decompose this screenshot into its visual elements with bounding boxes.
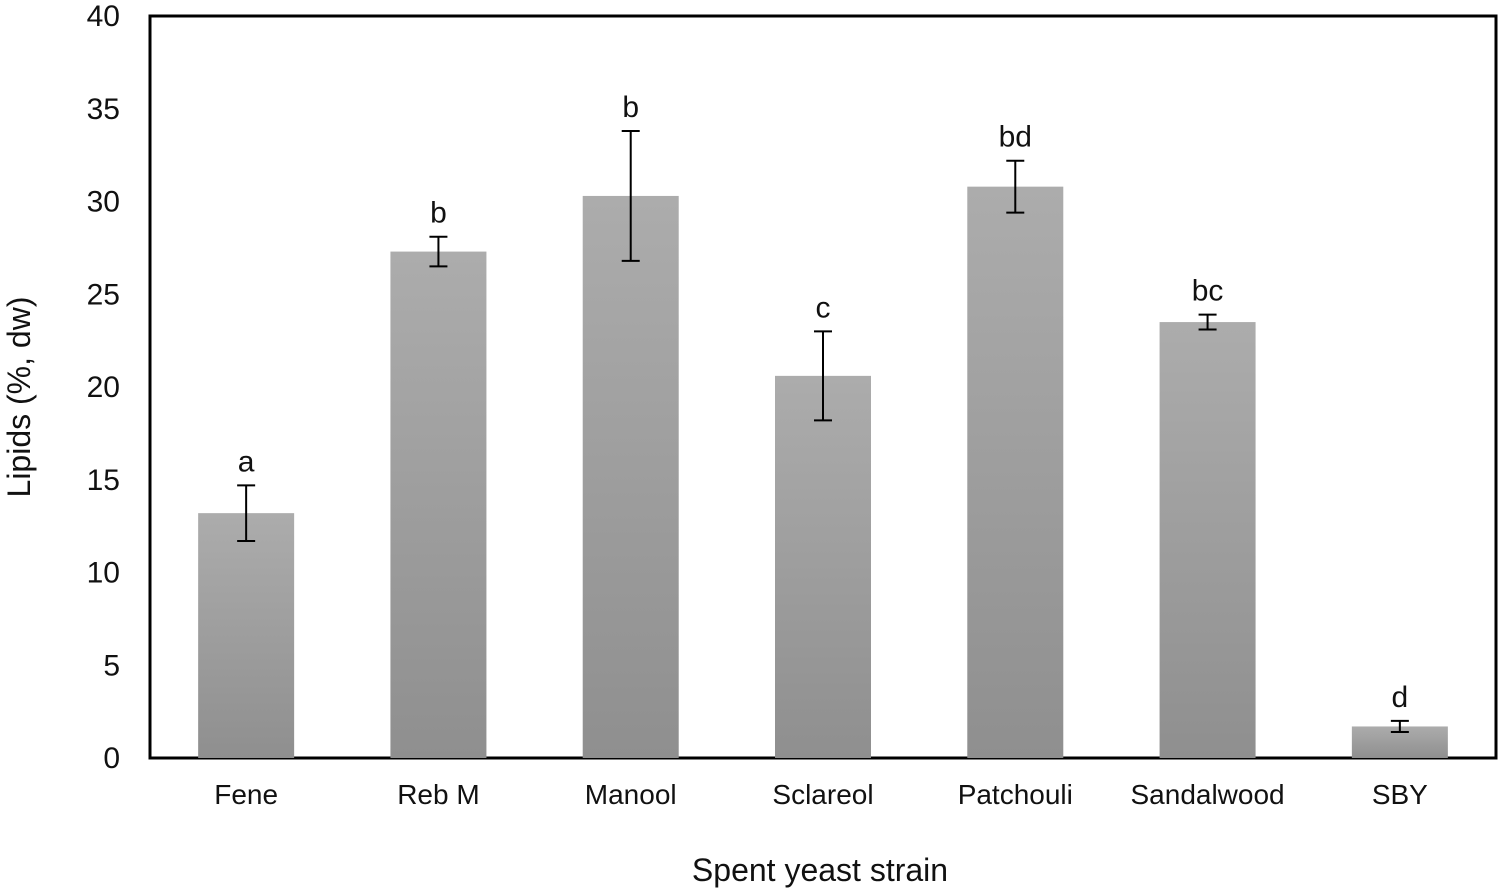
- significance-label: c: [816, 291, 831, 324]
- significance-label: a: [238, 445, 255, 478]
- y-tick-label: 35: [87, 93, 120, 126]
- significance-label: d: [1392, 681, 1409, 714]
- bar-reb-m: [390, 251, 487, 758]
- significance-label: bd: [999, 121, 1032, 154]
- bar-sandalwood: [1159, 322, 1256, 758]
- y-axis-ticks: 0 5 10 15 20 25 30 35 40: [87, 0, 120, 775]
- bars-group: [198, 186, 1448, 758]
- y-tick-label: 20: [87, 371, 120, 404]
- y-tick-label: 25: [87, 278, 120, 311]
- y-tick-label: 10: [87, 557, 120, 590]
- y-tick-label: 5: [103, 649, 120, 682]
- y-tick-label: 15: [87, 464, 120, 497]
- x-axis-title: Spent yeast strain: [692, 852, 948, 888]
- y-tick-label: 30: [87, 186, 120, 219]
- significance-label: b: [622, 91, 639, 124]
- bar-fene: [198, 513, 295, 758]
- x-category-label: Reb M: [397, 779, 479, 810]
- x-category-label: Sclareol: [772, 779, 873, 810]
- significance-label: b: [430, 197, 447, 230]
- y-axis-title: Lipids (%, dw): [1, 297, 37, 498]
- bar-sclareol: [775, 375, 871, 758]
- bar-patchouli: [967, 186, 1064, 758]
- x-category-label: Manool: [585, 779, 677, 810]
- x-category-label: Sandalwood: [1131, 779, 1285, 810]
- x-category-label: SBY: [1372, 779, 1428, 810]
- y-tick-label: 0: [103, 742, 120, 775]
- y-tick-label: 40: [87, 0, 120, 33]
- bar-manool: [582, 195, 679, 758]
- error-bars-group: [237, 130, 1409, 734]
- significance-label: bc: [1192, 275, 1224, 308]
- x-category-label: Patchouli: [958, 779, 1073, 810]
- x-category-labels: Fene Reb M Manool Sclareol Patchouli Sandalwo…: [214, 779, 1428, 810]
- x-category-label: Fene: [214, 779, 278, 810]
